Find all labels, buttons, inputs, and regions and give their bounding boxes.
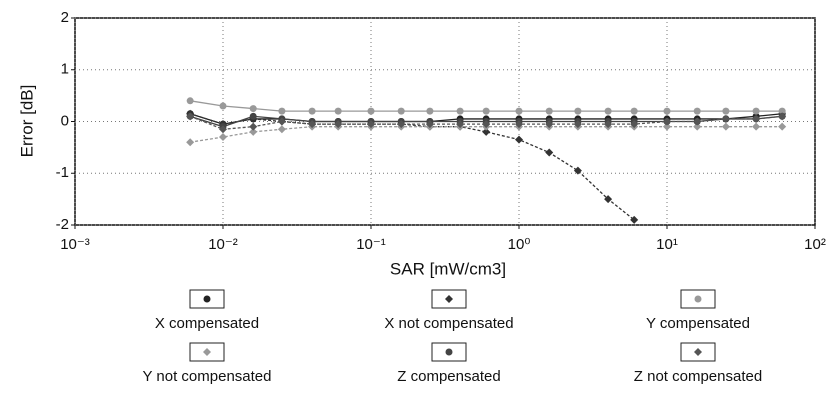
y-axis-label: Error [dB] bbox=[17, 85, 36, 158]
x-axis-label: SAR [mW/cm3] bbox=[390, 259, 506, 278]
data-point bbox=[367, 107, 375, 115]
data-point bbox=[545, 120, 554, 129]
data-point bbox=[456, 107, 464, 115]
y-tick-label: 1 bbox=[61, 61, 69, 78]
legend-marker bbox=[203, 348, 211, 356]
data-point bbox=[573, 166, 582, 175]
data-point bbox=[308, 120, 317, 129]
legend-item: X compensated bbox=[155, 289, 259, 332]
data-point bbox=[604, 107, 612, 115]
data-point bbox=[334, 107, 342, 115]
data-point bbox=[397, 107, 405, 115]
data-point bbox=[186, 97, 194, 105]
data-point bbox=[249, 105, 257, 113]
x-tick-label: 10¹ bbox=[656, 236, 678, 253]
data-point bbox=[630, 120, 639, 129]
legend-label: Y compensated bbox=[646, 315, 750, 332]
data-point bbox=[456, 120, 465, 129]
data-point bbox=[721, 122, 730, 131]
legend-label: X compensated bbox=[155, 315, 259, 332]
data-point bbox=[219, 102, 227, 110]
x-tick-label: 10⁻² bbox=[208, 236, 238, 253]
data-point bbox=[693, 122, 702, 131]
data-point bbox=[778, 107, 786, 115]
series-line bbox=[189, 115, 783, 130]
data-point bbox=[334, 120, 343, 129]
data-point bbox=[426, 107, 434, 115]
data-point bbox=[367, 120, 375, 129]
data-point bbox=[693, 117, 702, 126]
data-point bbox=[249, 122, 258, 131]
y-tick-label: -1 bbox=[56, 164, 69, 181]
data-point bbox=[249, 112, 257, 120]
data-point bbox=[482, 107, 490, 115]
data-point bbox=[545, 148, 554, 157]
legend-label: Z compensated bbox=[397, 368, 500, 385]
data-point bbox=[693, 107, 701, 115]
legend-label: Z not compensated bbox=[634, 368, 762, 385]
data-point bbox=[219, 125, 227, 134]
y-tick-label: 2 bbox=[61, 9, 69, 26]
data-point bbox=[515, 135, 523, 144]
legend-item: Z compensated bbox=[397, 342, 501, 385]
legend-marker bbox=[203, 295, 211, 303]
x-tick-label: 10² bbox=[804, 236, 826, 253]
data-point bbox=[752, 107, 760, 115]
data-point bbox=[425, 120, 434, 129]
data-point bbox=[308, 107, 316, 115]
data-point bbox=[545, 107, 553, 115]
data-point bbox=[721, 114, 730, 123]
data-point bbox=[663, 117, 671, 126]
data-point bbox=[278, 107, 286, 115]
legend-marker bbox=[694, 295, 702, 303]
data-point bbox=[186, 138, 195, 147]
legend-label: Y not compensated bbox=[143, 368, 272, 385]
data-point bbox=[515, 120, 523, 129]
data-point bbox=[604, 120, 613, 129]
data-point bbox=[604, 195, 613, 204]
data-point bbox=[630, 107, 638, 115]
legend-label: X not compensated bbox=[384, 315, 513, 332]
data-point bbox=[574, 107, 582, 115]
data-point bbox=[752, 122, 761, 131]
data-point bbox=[663, 122, 671, 131]
x-tick-label: 10⁻¹ bbox=[356, 236, 386, 253]
x-tick-label: 10⁰ bbox=[508, 236, 531, 253]
data-point bbox=[482, 127, 491, 136]
data-point bbox=[186, 112, 195, 121]
data-point bbox=[515, 107, 523, 115]
data-point bbox=[277, 125, 286, 134]
legend-marker bbox=[694, 348, 702, 356]
data-point bbox=[630, 215, 639, 224]
data-point bbox=[397, 120, 406, 129]
data-point bbox=[219, 133, 227, 142]
data-point bbox=[249, 127, 258, 136]
x-tick-label: 10⁻³ bbox=[60, 236, 90, 253]
data-point bbox=[778, 122, 787, 131]
y-tick-label: 0 bbox=[61, 112, 69, 129]
series-line bbox=[189, 113, 635, 221]
data-point bbox=[663, 107, 671, 115]
data-point bbox=[482, 120, 491, 129]
y-tick-label: -2 bbox=[56, 216, 69, 233]
data-point bbox=[573, 120, 582, 129]
legend-marker bbox=[445, 295, 453, 303]
legend-marker bbox=[445, 348, 453, 356]
data-point bbox=[778, 112, 787, 121]
data-point bbox=[277, 117, 286, 126]
data-point bbox=[722, 107, 730, 115]
data-point bbox=[752, 114, 761, 123]
legend-item: Y compensated bbox=[646, 289, 750, 332]
